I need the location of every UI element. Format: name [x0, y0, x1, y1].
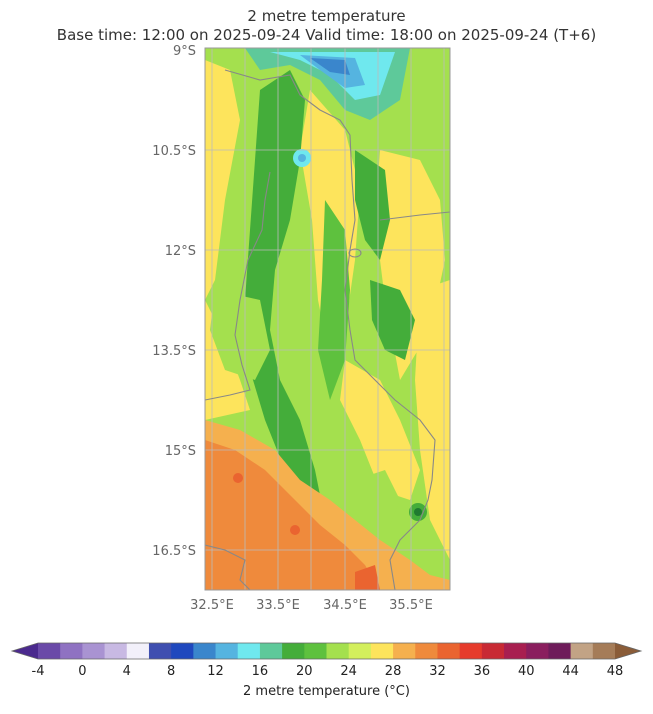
colorbar-segment: [282, 643, 305, 659]
colorbar-segment: [570, 643, 594, 659]
lat-label: 15°S: [165, 444, 196, 459]
colorbar-segment: [393, 643, 416, 659]
lat-label: 9°S: [173, 44, 196, 59]
colorbar-label: 2 metre temperature (°C): [243, 684, 410, 699]
colorbar-segment: [237, 643, 261, 659]
lat-label: 12°S: [165, 244, 196, 259]
colorbar-segment: [148, 643, 172, 659]
lon-label: 32.5°E: [190, 598, 234, 613]
colorbar-tick-label: 32: [429, 664, 446, 679]
colorbar-segment: [437, 643, 461, 659]
colorbar-segment: [259, 643, 283, 659]
lon-label: 35.5°E: [389, 598, 433, 613]
colorbar-tick-label: 16: [252, 664, 269, 679]
colorbar-segment: [504, 643, 527, 659]
lat-label: 13.5°S: [152, 344, 196, 359]
colorbar-segment: [326, 643, 350, 659]
colorbar-arrow-max: [615, 643, 641, 659]
colorbar-outline: [10, 642, 643, 660]
colorbar: [10, 642, 643, 660]
colorbar-segment: [104, 643, 128, 659]
colorbar-tick-label: 0: [78, 664, 86, 679]
colorbar-segment: [370, 643, 394, 659]
colorbar-segment: [526, 643, 549, 659]
colorbar-tick-label: 12: [207, 664, 224, 679]
colorbar-segment: [60, 643, 83, 659]
colorbar-ticks: -4 0 4 8 12 16 20 24 28 32 36 40 44 48: [32, 664, 624, 679]
colorbar-segment: [592, 643, 616, 659]
colorbar-tick-label: 44: [562, 664, 579, 679]
map-title: 2 metre temperature: [247, 7, 406, 25]
colorbar-tick-label: 4: [123, 664, 131, 679]
colorbar-segment: [481, 643, 505, 659]
lon-label: 34.5°E: [323, 598, 367, 613]
temperature-field: [205, 48, 450, 590]
colorbar-segment: [193, 643, 217, 659]
colorbar-arrow-min: [12, 643, 38, 659]
colorbar-tick-label: 28: [385, 664, 402, 679]
colorbar-segment: [304, 643, 327, 659]
colorbar-segment: [215, 643, 239, 659]
colorbar-tick-label: 40: [518, 664, 535, 679]
colorbar-segment: [126, 643, 150, 659]
colorbar-tick-label: 8: [167, 664, 175, 679]
colorbar-segment: [548, 643, 572, 659]
colorbar-segment: [415, 643, 438, 659]
colorbar-tick-label: 36: [474, 664, 491, 679]
colorbar-segment: [82, 643, 106, 659]
colorbar-tick-label: 24: [340, 664, 357, 679]
colorbar-tick-label: 20: [296, 664, 313, 679]
colorbar-segment: [38, 643, 61, 659]
country-borders: [205, 69, 450, 590]
colorbar-segment: [348, 643, 372, 659]
lon-label: 33.5°E: [256, 598, 300, 613]
lat-label: 10.5°S: [152, 144, 196, 159]
lat-label: 16.5°S: [152, 544, 196, 559]
map-subtitle: Base time: 12:00 on 2025-09-24 Valid tim…: [56, 26, 597, 44]
colorbar-tick-label: -4: [32, 664, 45, 679]
colorbar-tick-label: 48: [607, 664, 624, 679]
colorbar-segment: [459, 643, 483, 659]
colorbar-segment: [171, 643, 194, 659]
